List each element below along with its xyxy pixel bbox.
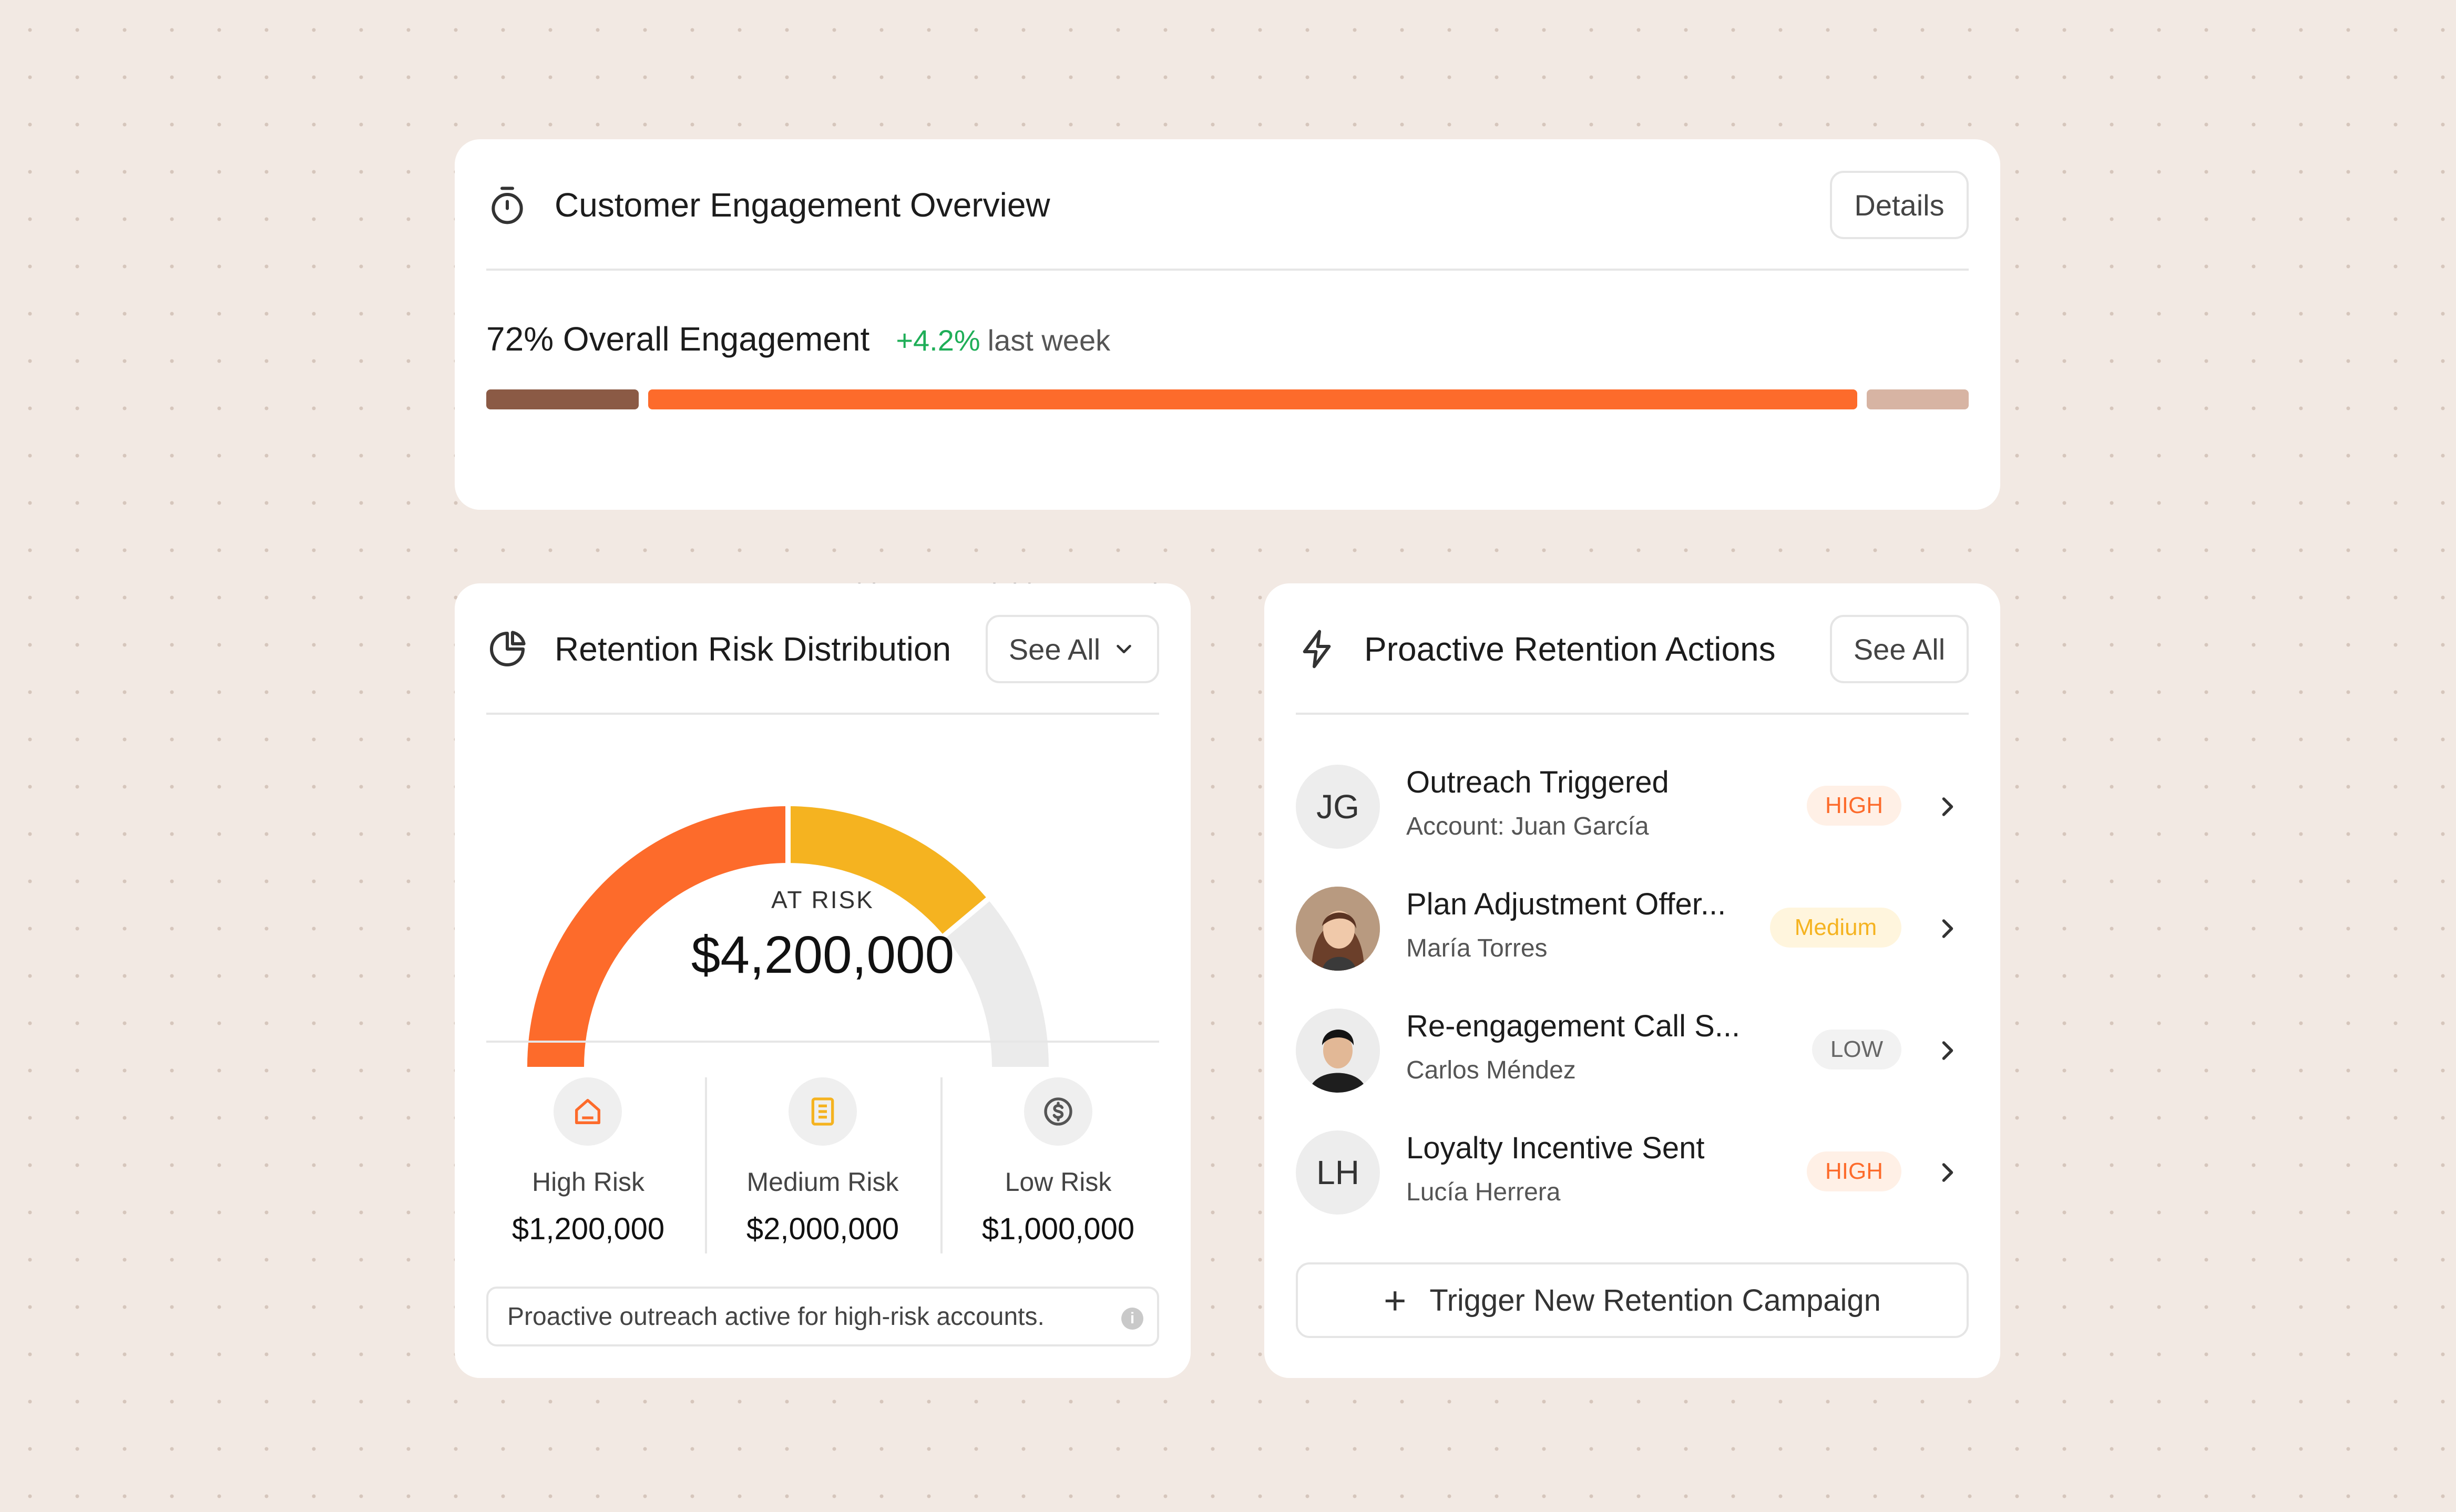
medium-risk-value: $2,000,000 [746, 1212, 899, 1246]
chevron-down-icon [1117, 644, 1131, 654]
chevron-right-icon[interactable] [1932, 791, 1963, 822]
action-title: Loyalty Incentive Sent [1406, 1131, 1705, 1165]
priority-badge-high: HIGH [1807, 786, 1901, 826]
gauge-label: AT RISK [771, 886, 874, 913]
risk-see-all-label: See All [1008, 632, 1101, 666]
action-title: Plan Adjustment Offer... [1406, 887, 1726, 921]
risk-card-header: Retention Risk Distribution See All [486, 583, 1159, 715]
person-photo-icon [1296, 1009, 1380, 1093]
stat-divider-2 [940, 1077, 943, 1253]
action-title: Re-engagement Call S... [1406, 1009, 1741, 1043]
high-risk-icon-circle [554, 1077, 622, 1146]
high-risk-value: $1,200,000 [511, 1212, 665, 1246]
avatar: LH [1296, 1130, 1380, 1215]
avatar: JG [1296, 765, 1380, 849]
engagement-headline-row: 72% Overall Engagement +4.2% last week [486, 315, 1110, 364]
actions-card-header: Proactive Retention Actions See All [1296, 583, 1969, 715]
action-title: Outreach Triggered [1406, 765, 1669, 799]
gauge-segment-medium [787, 806, 988, 937]
house-icon [575, 1099, 600, 1124]
actions-see-all-button[interactable]: See All [1830, 615, 1969, 683]
engagement-card: Customer Engagement Overview Details 72%… [455, 139, 2000, 608]
stopwatch-icon [492, 187, 523, 224]
action-row[interactable]: LH Loyalty Incentive Sent Lucía Herrera … [1296, 1120, 1969, 1225]
action-subtitle: Lucía Herrera [1406, 1178, 1561, 1206]
risk-divider [486, 1041, 1159, 1043]
engagement-bar-low [486, 389, 639, 409]
engagement-bar-high [1867, 389, 1969, 409]
chevron-right-icon[interactable] [1932, 1157, 1963, 1188]
plus-icon: + [1384, 1278, 1407, 1322]
action-subtitle: María Torres [1406, 934, 1548, 962]
risk-gauge [527, 805, 1049, 1067]
risk-note-text: Proactive outreach active for high-risk … [507, 1302, 1045, 1331]
risk-card: Retention Risk Distribution See All AT R… [455, 583, 1191, 1378]
lightning-icon [1303, 630, 1331, 668]
engagement-headline: 72% Overall Engagement [486, 320, 870, 358]
trigger-campaign-button[interactable]: + Trigger New Retention Campaign [1296, 1262, 1969, 1338]
gauge-value: $4,200,000 [691, 925, 955, 984]
actions-card: Proactive Retention Actions See All JG O… [1264, 583, 2000, 1378]
high-risk-label: High Risk [532, 1167, 644, 1197]
trigger-campaign-label: Trigger New Retention Campaign [1429, 1283, 1881, 1318]
actions-title: Proactive Retention Actions [1364, 630, 1776, 668]
action-subtitle: Account: Juan García [1406, 812, 1649, 840]
gauge-segment-high [527, 806, 789, 1067]
dollar-icon [1044, 1097, 1072, 1126]
avatar-photo [1296, 1009, 1380, 1093]
risk-see-all-dropdown[interactable]: See All [986, 615, 1159, 683]
risk-note: Proactive outreach active for high-risk … [486, 1287, 1159, 1346]
priority-badge-high: HIGH [1807, 1151, 1901, 1191]
low-risk-value: $1,000,000 [981, 1212, 1135, 1246]
gauge-separator-2 [942, 897, 990, 939]
medium-risk-icon-circle [789, 1077, 857, 1146]
person-photo-icon [1296, 887, 1380, 971]
stat-divider-1 [705, 1077, 707, 1253]
engagement-delta: +4.2% [896, 324, 980, 357]
avatar-photo [1296, 887, 1380, 971]
engagement-delta-label: last week [987, 324, 1111, 357]
risk-title: Retention Risk Distribution [555, 630, 951, 668]
priority-badge-low: LOW [1812, 1030, 1901, 1069]
engagement-title: Customer Engagement Overview [555, 186, 1050, 224]
action-row[interactable]: Plan Adjustment Offer... María Torres Me… [1296, 876, 1969, 981]
details-button[interactable]: Details [1830, 171, 1969, 239]
pie-chart-icon [490, 631, 526, 666]
info-icon[interactable]: i [1121, 1308, 1143, 1330]
action-subtitle: Carlos Méndez [1406, 1056, 1576, 1084]
chevron-right-icon[interactable] [1932, 913, 1963, 944]
engagement-card-header: Customer Engagement Overview Details [486, 139, 1969, 271]
action-row[interactable]: Re-engagement Call S... Carlos Méndez LO… [1296, 998, 1969, 1103]
document-icon [811, 1097, 834, 1126]
low-risk-label: Low Risk [1005, 1167, 1112, 1197]
action-row[interactable]: JG Outreach Triggered Account: Juan Garc… [1296, 754, 1969, 859]
priority-badge-medium: Medium [1770, 908, 1901, 948]
low-risk-icon-circle [1024, 1077, 1092, 1146]
chevron-right-icon[interactable] [1932, 1035, 1963, 1066]
medium-risk-label: Medium Risk [746, 1167, 899, 1197]
engagement-bar-stable [648, 389, 1857, 409]
